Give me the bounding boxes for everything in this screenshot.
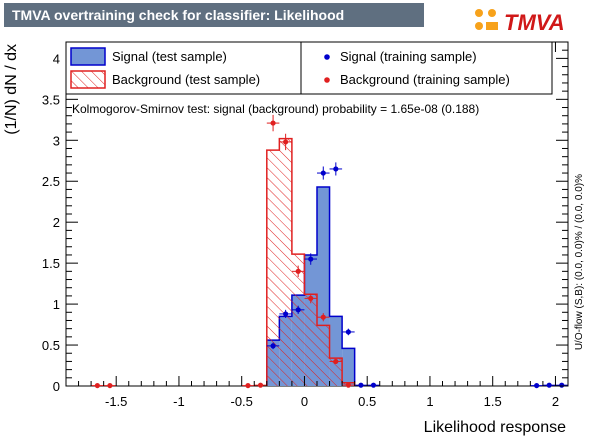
x-tick-label: -1	[173, 394, 185, 409]
signal-train-point-4	[317, 166, 330, 179]
signal-train-point-10	[543, 383, 556, 388]
background-train-point-2	[242, 383, 255, 388]
overflow-info-text: U/O-flow (S,B): (0.0, 0.0)% / (0.0, 0.0)…	[574, 174, 585, 350]
x-tick-label: 1.5	[484, 394, 502, 409]
y-tick-label: 1	[53, 297, 60, 312]
ks-test-text: Kolmogorov-Smirnov test: signal (backgro…	[72, 102, 479, 116]
background-test-bar-1	[279, 139, 292, 386]
signal-train-point-11	[555, 383, 568, 388]
background-train-point-4	[267, 115, 280, 131]
legend-entry-background-train: Background (training sample)	[324, 72, 510, 87]
y-tick-label: 0.5	[42, 338, 60, 353]
legend-entry-signal-train: Signal (training sample)	[324, 49, 476, 64]
legend-label-signal-train: Signal (training sample)	[340, 49, 477, 64]
y-tick-label: 2	[53, 215, 60, 230]
y-tick-label: 1.5	[42, 256, 60, 271]
legend-swatch-signal-test	[71, 48, 105, 65]
signal-train-point-8	[367, 383, 380, 388]
y-tick-label: 3	[53, 133, 60, 148]
y-tick-label: 4	[53, 51, 60, 66]
x-axis-title: Likelihood response	[424, 419, 566, 436]
x-tick-label: 0	[301, 394, 308, 409]
legend-marker-background-train	[324, 77, 330, 83]
x-tick-label: -0.5	[230, 394, 252, 409]
legend-label-background-test: Background (test sample)	[112, 72, 260, 87]
legend-marker-signal-train	[324, 54, 330, 60]
legend-swatch-background-test	[71, 71, 105, 88]
y-tick-label: 3.5	[42, 92, 60, 107]
background-train-point-3	[254, 383, 267, 388]
x-tick-label: -1.5	[105, 394, 127, 409]
legend-label-background-train: Background (training sample)	[340, 72, 510, 87]
legend-entry-background-test: Background (test sample)	[71, 71, 260, 88]
x-tick-label: 2	[552, 394, 559, 409]
background-test-bar-4	[317, 325, 330, 386]
signal-train-point-6	[342, 329, 355, 336]
y-tick-label: 2.5	[42, 174, 60, 189]
y-tick-label: 0	[53, 379, 60, 394]
y-axis-title: (1/N) dN / dx	[3, 44, 20, 135]
x-tick-label: 1	[426, 394, 433, 409]
signal-train-point-7	[355, 383, 368, 388]
signal-train-point-9	[530, 383, 543, 388]
x-tick-label: 0.5	[358, 394, 376, 409]
legend: Signal (test sample) Background (test sa…	[66, 42, 552, 94]
background-train-point-1	[104, 383, 117, 388]
signal-test-bar-6	[342, 348, 355, 386]
background-test-bar-3	[304, 294, 317, 386]
legend-entry-signal-test: Signal (test sample)	[71, 48, 227, 65]
background-train-point-0	[91, 383, 104, 388]
signal-train-point-5	[330, 162, 343, 175]
legend-label-signal-test: Signal (test sample)	[112, 49, 227, 64]
background-test-bar-0	[267, 150, 280, 386]
